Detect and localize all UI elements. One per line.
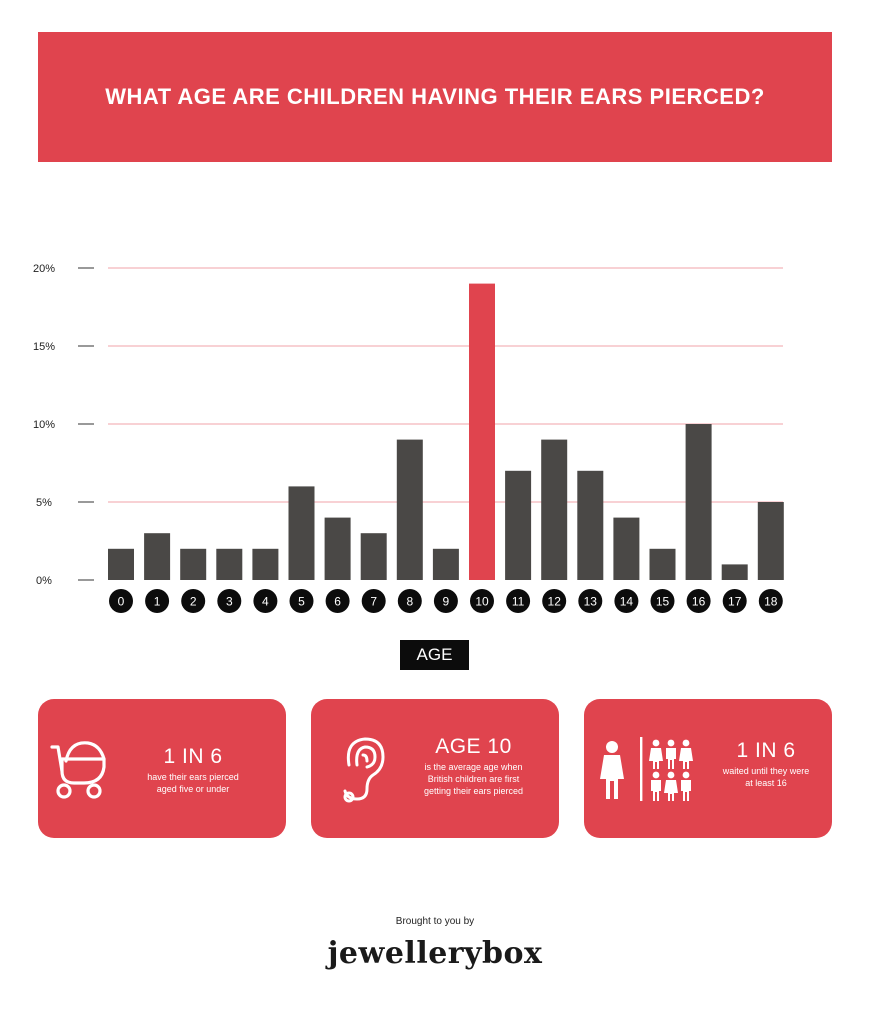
bar-chart: 0%5%10%15%20%0 1 2 3 4 5 6 7 8 9 10 11 12 13 14 15 16 17 1…: [33, 263, 784, 613]
x-tick-badge: [722, 589, 747, 613]
stat-description: is the average age when British children…: [401, 761, 546, 797]
page-title: WHAT AGE ARE CHILDREN HAVING THEIR EARS …: [105, 84, 765, 109]
bar: [505, 470, 532, 580]
stat-description: have their ears pierced aged five or und…: [118, 771, 268, 795]
y-tick-label: 5%: [36, 497, 52, 509]
x-tick-badge: [361, 589, 386, 613]
stat-card-sixteen: 1 IN 6 waited until they were at least 1…: [584, 699, 832, 838]
x-tick-badge: [758, 589, 783, 613]
bar: [288, 486, 315, 580]
x-tick-label: 8: [406, 595, 413, 609]
x-tick-badge: [145, 589, 170, 613]
bar: [360, 533, 387, 580]
x-tick-badge: [181, 589, 206, 613]
x-tick-label: 5: [298, 595, 305, 609]
y-tick-label: 10%: [33, 419, 55, 431]
x-tick-label: 1: [154, 595, 161, 609]
title-banner: WHAT AGE ARE CHILDREN HAVING THEIR EARS …: [38, 32, 832, 162]
x-tick-label: 17: [728, 595, 742, 609]
stat-description: waited until they were at least 16: [708, 765, 824, 789]
x-tick-label: 11: [512, 595, 525, 609]
bar: [396, 439, 423, 580]
bar: [180, 548, 207, 580]
brought-by-text: Brought to you by: [395, 916, 475, 927]
x-tick-label: 2: [190, 595, 197, 609]
x-tick-label: 10: [475, 595, 489, 609]
x-tick-label: 7: [370, 595, 377, 609]
description-line: aged five or under: [156, 784, 230, 794]
x-tick-badge: [470, 589, 494, 613]
y-tick-label: 15%: [33, 341, 55, 353]
description-line: British children are first: [427, 774, 520, 784]
x-tick-badge: [650, 589, 675, 613]
x-tick-label: 4: [262, 595, 269, 609]
x-tick-label: 16: [692, 595, 706, 609]
x-tick-badge: [614, 589, 639, 613]
bar: [324, 517, 351, 580]
x-tick-badge: [253, 589, 278, 613]
description-line: is the average age when: [424, 762, 523, 772]
x-tick-badge: [289, 589, 314, 613]
x-tick-label: 3: [226, 595, 233, 609]
stat-card-average-age: AGE 10 is the average age when British c…: [311, 699, 559, 838]
description-line: at least 16: [745, 778, 787, 788]
x-tick-badge: [325, 589, 350, 613]
bar: [613, 517, 640, 580]
x-tick-label: 9: [443, 595, 450, 609]
bar: [108, 548, 134, 580]
bar: [469, 283, 495, 580]
x-tick-badge: [506, 589, 531, 613]
brand-logo: jewellerybox: [327, 936, 543, 971]
bar: [432, 548, 459, 580]
x-tick-label: 13: [584, 595, 598, 609]
x-tick-label: 0: [118, 595, 125, 609]
description-line: waited until they were: [722, 766, 810, 776]
stat-card-under-five: 1 IN 6 have their ears pierced aged five…: [38, 699, 286, 838]
x-tick-badge: [109, 589, 133, 613]
stat-value: AGE 10: [435, 735, 512, 758]
people-icon: [600, 737, 693, 801]
x-tick-badge: [686, 589, 711, 613]
x-tick-label: 14: [620, 595, 634, 609]
bar: [721, 564, 748, 580]
x-tick-badge: [217, 589, 242, 613]
description-line: getting their ears pierced: [423, 786, 524, 796]
x-tick-label: 15: [656, 595, 670, 609]
stat-value: 1 IN 6: [736, 739, 796, 762]
pram-icon: [50, 741, 106, 799]
x-tick-badge: [433, 589, 458, 613]
y-tick-label: 20%: [33, 263, 55, 275]
x-tick-label: 6: [334, 595, 341, 609]
x-tick-badge: [542, 589, 567, 613]
bar: [757, 502, 784, 580]
bar: [649, 548, 676, 580]
y-tick-label: 0%: [36, 575, 52, 587]
bar: [577, 470, 604, 580]
stat-value: 1 IN 6: [163, 745, 223, 768]
x-tick-badge: [397, 589, 422, 613]
bar: [252, 548, 279, 580]
x-tick-label: 12: [548, 595, 562, 609]
x-tick-label: 18: [764, 595, 778, 609]
x-axis-label: AGE: [400, 640, 469, 670]
description-line: have their ears pierced: [147, 772, 239, 782]
bar: [685, 424, 712, 580]
ear-icon: [343, 737, 385, 803]
bar: [541, 439, 568, 580]
x-tick-badge: [578, 589, 603, 613]
bar: [144, 533, 171, 580]
bar: [216, 548, 243, 580]
